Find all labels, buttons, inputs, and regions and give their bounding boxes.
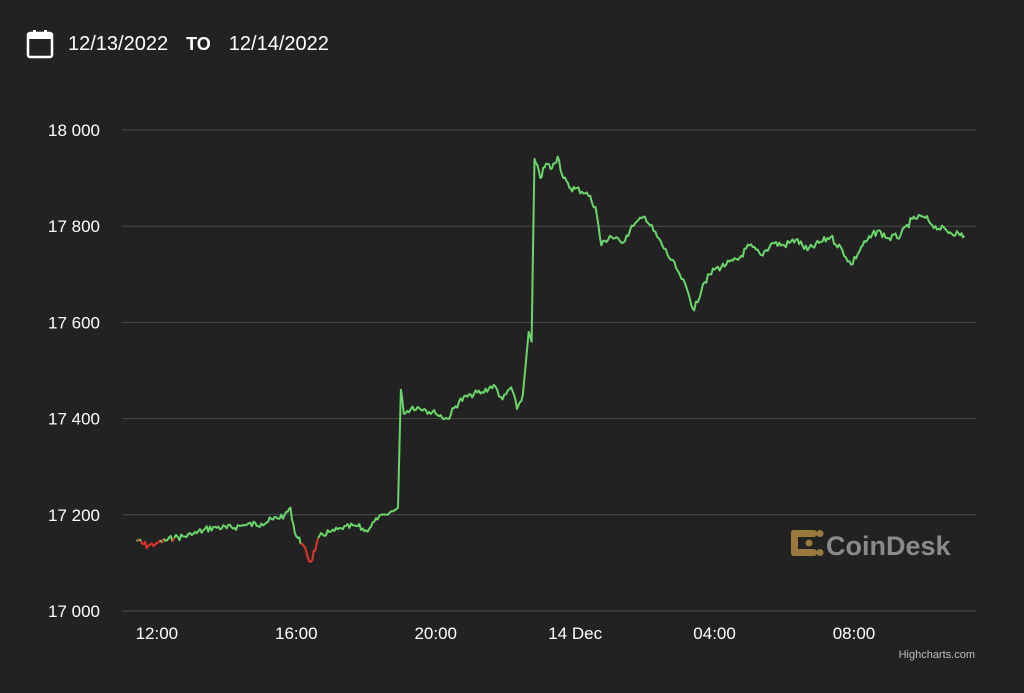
y-tick-label: 17 200 bbox=[48, 506, 100, 525]
series-line-up bbox=[173, 506, 302, 545]
x-tick-label: 16:00 bbox=[275, 624, 318, 643]
series-line-up bbox=[163, 534, 174, 542]
y-tick-label: 17 000 bbox=[48, 602, 100, 621]
to-label: TO bbox=[186, 33, 211, 54]
coindesk-wordmark: CoinDesk bbox=[826, 531, 952, 561]
x-tick-label: 12:00 bbox=[136, 624, 179, 643]
y-tick-label: 17 800 bbox=[48, 217, 100, 236]
series-line-down bbox=[140, 539, 162, 550]
price-series bbox=[135, 155, 966, 563]
date-range[interactable]: 12/13/2022 TO 12/14/2022 bbox=[26, 28, 329, 60]
calendar-icon[interactable] bbox=[26, 29, 54, 59]
x-tick-label: 14 Dec bbox=[548, 624, 602, 643]
series-line-down bbox=[300, 537, 320, 563]
x-axis-labels: 12:00 16:00 20:00 14 Dec 04:00 08:00 bbox=[136, 624, 876, 643]
y-tick-label: 17 600 bbox=[48, 313, 100, 332]
series-line-up bbox=[317, 155, 966, 539]
y-tick-label: 17 400 bbox=[48, 410, 100, 429]
y-axis-labels: 18 000 17 800 17 600 17 400 17 200 17 000 bbox=[48, 121, 100, 621]
to-date[interactable]: 12/14/2022 bbox=[228, 32, 329, 55]
x-tick-label: 08:00 bbox=[833, 624, 876, 643]
series-line-up bbox=[138, 538, 142, 542]
x-tick-label: 04:00 bbox=[693, 624, 736, 643]
grid-lines bbox=[122, 129, 976, 612]
x-tick-label: 20:00 bbox=[414, 624, 457, 643]
series-line-down bbox=[171, 537, 176, 542]
from-date[interactable]: 12/13/2022 bbox=[68, 32, 169, 55]
y-tick-label: 18 000 bbox=[48, 121, 100, 140]
coindesk-logo-icon bbox=[791, 530, 824, 556]
highcharts-credits[interactable]: Highcharts.com bbox=[899, 649, 975, 661]
coindesk-watermark: CoinDesk bbox=[791, 530, 952, 561]
